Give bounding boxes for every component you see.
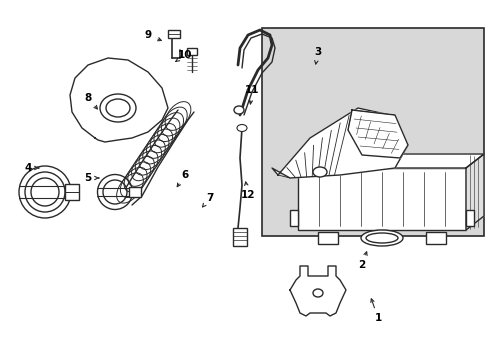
Text: 12: 12 [240,190,255,200]
Bar [297,168,465,230]
Text: 6: 6 [181,170,188,180]
Text: 7: 7 [206,193,213,203]
Ellipse shape [106,99,130,117]
Text: 2: 2 [358,260,365,270]
Polygon shape [297,154,483,168]
Ellipse shape [237,125,246,131]
Bar [289,210,297,226]
Bar [186,48,197,55]
Text: 3: 3 [314,47,321,57]
Polygon shape [289,266,346,316]
Ellipse shape [103,180,127,204]
Bar [168,30,180,38]
Bar [465,210,473,226]
Ellipse shape [360,230,402,246]
Polygon shape [465,154,483,230]
Ellipse shape [312,289,323,297]
Ellipse shape [100,94,136,122]
Text: 8: 8 [84,93,91,103]
Text: 9: 9 [144,30,151,40]
Polygon shape [347,110,407,158]
Ellipse shape [31,178,59,206]
Text: 11: 11 [244,85,259,95]
Ellipse shape [312,167,326,177]
Text: 4: 4 [24,163,32,173]
Polygon shape [70,58,168,142]
Bar [425,232,445,244]
Text: 1: 1 [374,313,381,323]
Polygon shape [271,108,407,178]
Ellipse shape [365,233,397,243]
Text: 5: 5 [84,173,91,183]
Ellipse shape [25,172,65,212]
Ellipse shape [97,175,132,210]
Bar [129,187,141,197]
Bar [317,232,337,244]
Text: 10: 10 [177,50,192,60]
Ellipse shape [19,166,71,218]
Ellipse shape [234,106,244,114]
Bar [262,28,483,236]
Bar [232,228,246,246]
Bar [65,184,79,200]
